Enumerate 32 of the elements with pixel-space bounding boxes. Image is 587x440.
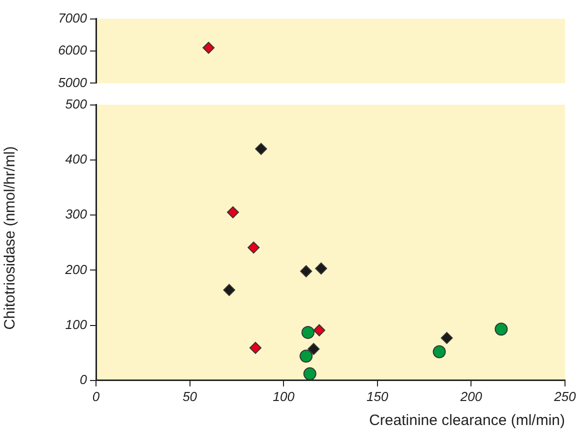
- point: [440, 332, 453, 344]
- y-tick-label: 100: [65, 316, 88, 332]
- point: [494, 322, 508, 336]
- point: [432, 345, 446, 358]
- y-tick-label: 7000: [58, 10, 88, 26]
- y-tick-label: 400: [65, 152, 88, 167]
- point: [301, 326, 314, 339]
- y-tick-label: 6000: [58, 42, 88, 58]
- x-axis-title: Creatinine clearance (ml/min): [369, 412, 565, 430]
- y-tick-label: 5000: [58, 74, 88, 90]
- point: [249, 342, 262, 354]
- x-tick-label: 50: [182, 388, 198, 404]
- point: [313, 324, 326, 336]
- y-tick-label: 500: [65, 96, 88, 112]
- y-tick-label: 0: [80, 372, 88, 388]
- x-tick-label: 100: [272, 388, 296, 404]
- point: [303, 367, 316, 380]
- point: [248, 242, 260, 254]
- x-tick-label: 250: [553, 388, 577, 404]
- point: [223, 284, 236, 296]
- point: [308, 342, 320, 355]
- x-tick-label: 0: [92, 388, 100, 404]
- x-tick-label: 200: [459, 388, 483, 404]
- point: [300, 350, 313, 363]
- x-tick-label: 150: [366, 388, 390, 404]
- point: [315, 262, 328, 275]
- point: [226, 206, 239, 218]
- point: [300, 265, 312, 278]
- y-tick-label: 300: [65, 206, 88, 222]
- point: [255, 142, 268, 155]
- y-tick-label: 200: [64, 262, 88, 277]
- y-axis-title: Chitotriosidase (nmol/hr/ml): [2, 146, 18, 330]
